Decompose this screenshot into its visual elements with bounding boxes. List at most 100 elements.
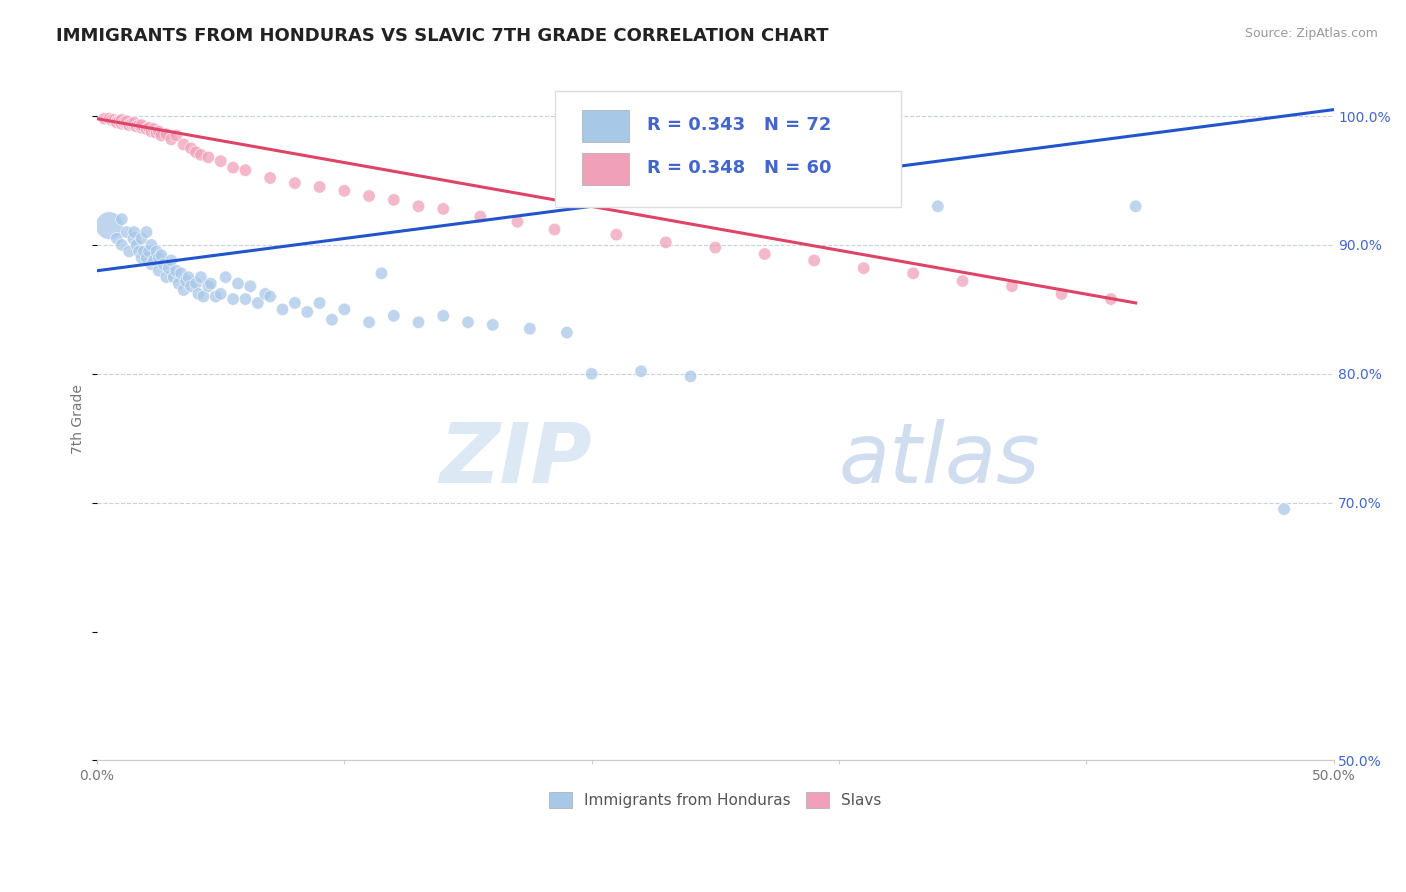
Point xyxy=(184,145,207,160)
Point xyxy=(190,147,212,161)
Point xyxy=(226,277,249,291)
Point xyxy=(239,279,262,293)
Point xyxy=(235,292,257,306)
Point xyxy=(254,287,277,301)
Point xyxy=(222,292,245,306)
Point xyxy=(131,118,153,132)
Point xyxy=(308,180,330,194)
FancyBboxPatch shape xyxy=(582,153,628,186)
Point xyxy=(131,231,153,245)
Point xyxy=(519,322,541,336)
Point xyxy=(115,225,138,239)
Point xyxy=(105,114,128,128)
Point xyxy=(122,225,145,239)
Point xyxy=(122,231,145,245)
Point xyxy=(1050,287,1073,301)
Point xyxy=(155,270,177,285)
Point xyxy=(308,296,330,310)
Point xyxy=(125,120,148,134)
Point xyxy=(605,227,627,242)
Point xyxy=(160,253,183,268)
Point xyxy=(111,112,134,127)
Point xyxy=(150,128,173,143)
Point xyxy=(112,115,135,129)
Point xyxy=(173,137,195,152)
Point xyxy=(141,124,163,138)
Point xyxy=(370,266,392,280)
Point xyxy=(115,117,138,131)
Point xyxy=(952,274,974,288)
Text: R = 0.348   N = 60: R = 0.348 N = 60 xyxy=(647,160,832,178)
Point xyxy=(209,154,232,169)
Point xyxy=(128,118,150,132)
Point xyxy=(197,279,219,293)
Point xyxy=(142,253,165,268)
Point xyxy=(193,289,215,303)
Point xyxy=(163,270,186,285)
Text: R = 0.343   N = 72: R = 0.343 N = 72 xyxy=(647,116,831,135)
Point xyxy=(111,117,134,131)
Point xyxy=(155,127,177,141)
Point xyxy=(333,302,356,317)
Point xyxy=(190,270,212,285)
Point xyxy=(382,309,405,323)
Text: IMMIGRANTS FROM HONDURAS VS SLAVIC 7TH GRADE CORRELATION CHART: IMMIGRANTS FROM HONDURAS VS SLAVIC 7TH G… xyxy=(56,27,828,45)
Point xyxy=(118,118,141,132)
Point xyxy=(111,238,134,252)
Point xyxy=(93,112,115,126)
Point xyxy=(115,114,138,128)
Point xyxy=(679,369,702,384)
Point xyxy=(177,270,200,285)
Point xyxy=(141,238,163,252)
Point xyxy=(122,115,145,129)
Point xyxy=(581,367,603,381)
Point xyxy=(333,184,356,198)
Point xyxy=(200,277,222,291)
Point xyxy=(101,112,124,127)
Point xyxy=(132,244,155,259)
Point xyxy=(1272,502,1295,516)
Point xyxy=(157,261,180,276)
Point xyxy=(297,305,319,319)
Point xyxy=(121,117,143,131)
Point xyxy=(555,326,578,340)
Point xyxy=(927,199,949,213)
Point xyxy=(284,296,307,310)
Point xyxy=(180,141,202,155)
Point xyxy=(103,112,125,127)
Point xyxy=(222,161,245,175)
Point xyxy=(148,251,170,265)
Point xyxy=(357,189,380,203)
Point xyxy=(284,176,307,190)
Point xyxy=(105,231,128,245)
Point xyxy=(111,212,134,227)
Point xyxy=(321,312,343,326)
Point xyxy=(754,247,776,261)
Point xyxy=(803,253,825,268)
Point xyxy=(122,118,145,132)
Legend: Immigrants from Honduras, Slavs: Immigrants from Honduras, Slavs xyxy=(543,786,887,814)
Text: atlas: atlas xyxy=(839,419,1040,500)
Point xyxy=(246,296,269,310)
Point xyxy=(170,266,193,280)
Point xyxy=(357,315,380,329)
Point xyxy=(457,315,479,329)
Point xyxy=(150,248,173,262)
Point xyxy=(382,193,405,207)
Point xyxy=(138,120,160,135)
Point xyxy=(432,309,454,323)
Point xyxy=(145,126,167,140)
Point xyxy=(135,251,157,265)
Point xyxy=(98,112,121,126)
Point xyxy=(204,289,226,303)
Point xyxy=(108,114,131,128)
Point xyxy=(1125,199,1147,213)
Text: Source: ZipAtlas.com: Source: ZipAtlas.com xyxy=(1244,27,1378,40)
Point xyxy=(135,225,157,239)
Point xyxy=(131,120,153,135)
Point xyxy=(125,238,148,252)
Point xyxy=(184,277,207,291)
Point xyxy=(148,124,170,138)
Point xyxy=(432,202,454,216)
Point xyxy=(148,264,170,278)
